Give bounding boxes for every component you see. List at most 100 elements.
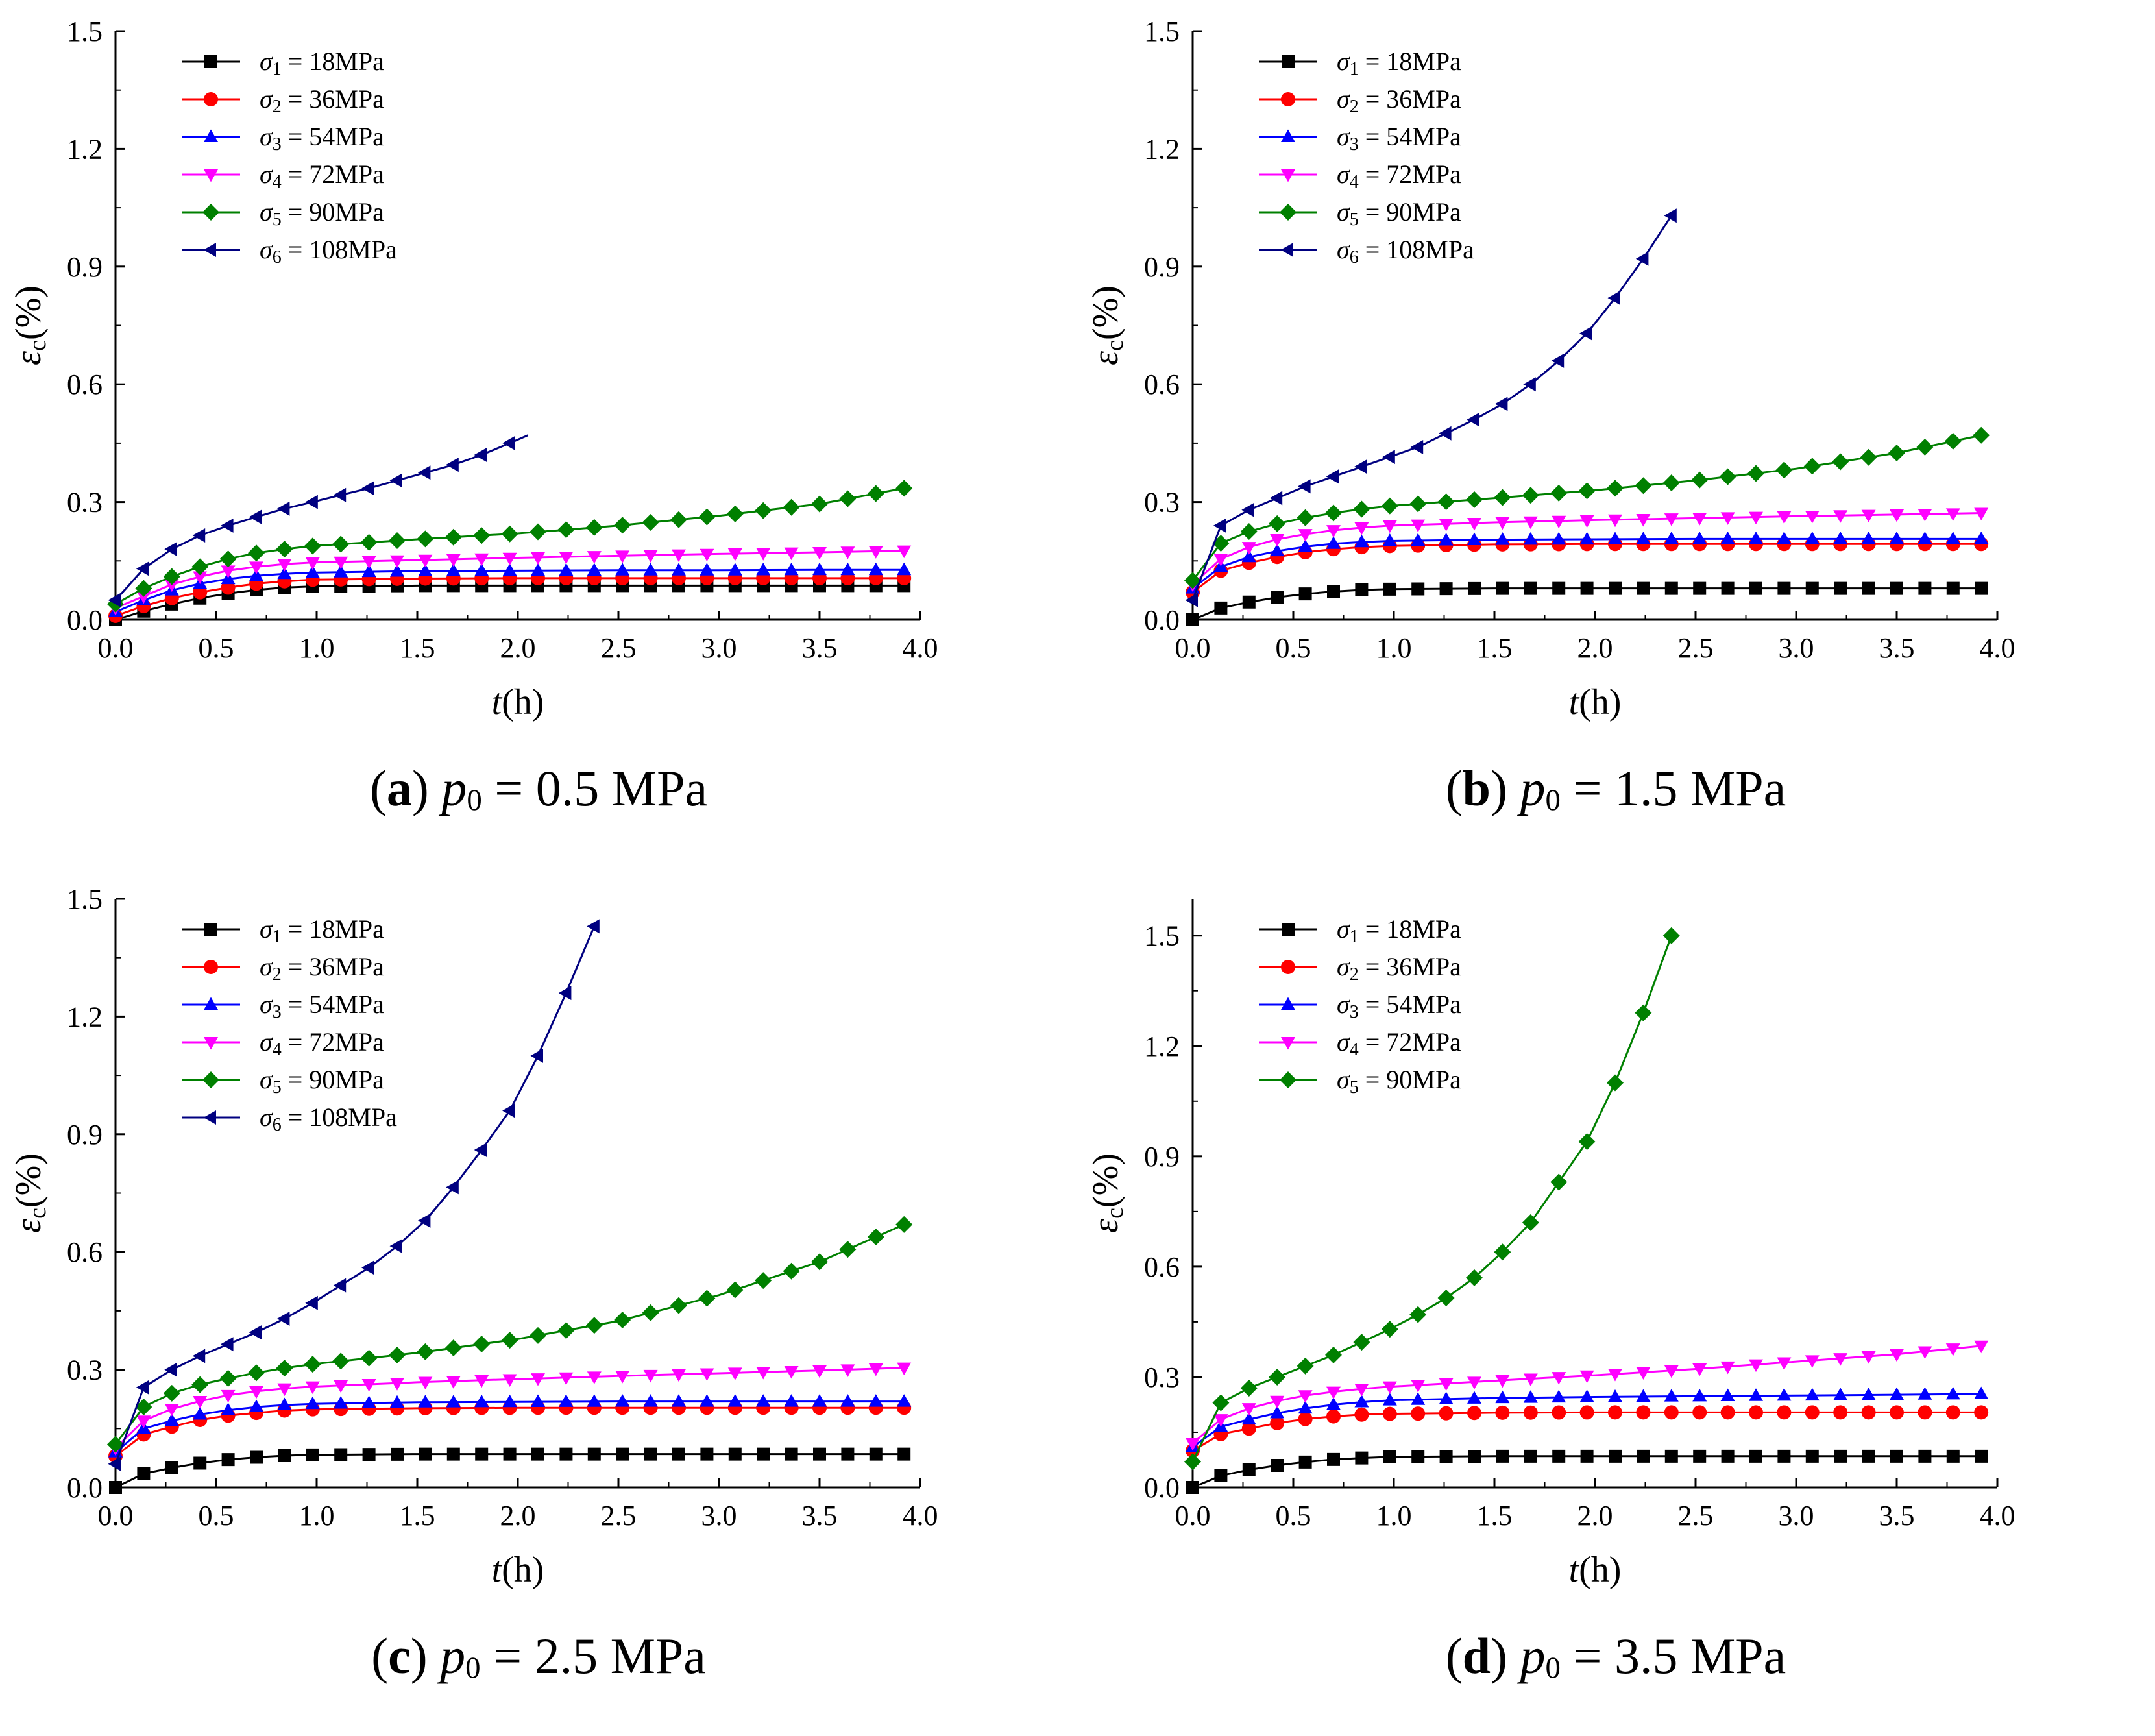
data-point: [1326, 536, 1341, 549]
data-point: [135, 1399, 152, 1416]
y-tick-label: 0.3: [67, 1354, 103, 1386]
y-axis-title: εc(%): [8, 286, 51, 365]
x-tick-label: 2.0: [500, 632, 536, 664]
data-point: [1213, 554, 1228, 567]
data-point: [1522, 487, 1539, 504]
legend-label: σ5 = 90MPa: [260, 197, 384, 230]
y-tick-label: 0.6: [67, 369, 103, 400]
x-axis-title: t(h): [492, 682, 544, 722]
data-point: [1382, 1406, 1397, 1421]
legend-marker: [204, 92, 218, 106]
data-point: [332, 1352, 350, 1370]
series-s3: [1186, 531, 1989, 594]
data-point: [1326, 1386, 1341, 1400]
data-point: [1409, 495, 1427, 513]
data-point: [193, 1395, 208, 1409]
data-point: [698, 1290, 716, 1307]
panel-a: 0.0 0.5 1.0 1.5 2.0 2.5 3.0 3.5 4.0 0.0 0.3 0.6 0.9 1…: [0, 0, 1077, 868]
data-point: [1269, 515, 1286, 532]
data-point: [276, 1360, 293, 1377]
data-point: [417, 1213, 431, 1228]
data-point: [334, 1380, 348, 1393]
data-point: [1353, 500, 1370, 518]
data-point: [1636, 1389, 1651, 1402]
data-point: [700, 1368, 714, 1382]
data-point: [1974, 1340, 1989, 1354]
data-point: [813, 1447, 826, 1461]
y-tick-label: 0.3: [1144, 1362, 1180, 1393]
data-point: [1524, 1449, 1537, 1463]
series-s3: [108, 562, 912, 617]
data-point: [587, 919, 600, 934]
data-point: [360, 1349, 378, 1367]
data-point: [1946, 1449, 1960, 1463]
data-point: [136, 1415, 151, 1428]
legend-label: σ4 = 72MPa: [260, 1027, 384, 1060]
data-point: [1552, 1405, 1566, 1420]
data-point: [672, 549, 686, 563]
data-point: [1664, 532, 1679, 544]
series-line: [114, 925, 596, 1465]
data-point: [839, 1241, 857, 1258]
data-point: [867, 1229, 884, 1246]
data-point: [867, 485, 884, 502]
data-point: [1494, 397, 1508, 411]
data-point: [1636, 532, 1651, 544]
data-point: [755, 1272, 772, 1290]
chart-a: 0.0 0.5 1.0 1.5 2.0 2.5 3.0 3.5 4.0 0.0 0.3 0.6 0.9 1…: [8, 16, 938, 722]
data-point: [305, 557, 320, 570]
data-point: [1552, 1372, 1566, 1385]
data-point: [1270, 543, 1285, 557]
data-point: [1720, 1388, 1735, 1402]
legend-label: σ6 = 108MPa: [260, 1103, 397, 1135]
data-point: [615, 563, 630, 576]
data-point: [418, 1376, 433, 1390]
data-point: [784, 1394, 799, 1407]
data-point: [1298, 587, 1312, 601]
data-point: [1637, 581, 1650, 595]
data-point: [361, 481, 374, 496]
data-point: [1946, 581, 1960, 595]
x-tick-label: 1.0: [299, 632, 335, 664]
data-point: [249, 561, 263, 574]
data-point: [1973, 426, 1990, 444]
data-point: [1494, 1243, 1511, 1261]
data-point: [1692, 1363, 1707, 1376]
data-point: [727, 563, 742, 576]
y-tick-label: 0.0: [1144, 604, 1180, 636]
data-point: [1186, 1437, 1200, 1451]
legend-marker: [1281, 169, 1295, 182]
legend-marker: [204, 129, 218, 142]
data-point: [1608, 532, 1622, 544]
data-point: [389, 473, 402, 488]
data-point: [1269, 491, 1283, 506]
data-point: [109, 1481, 122, 1494]
data-point: [587, 563, 602, 576]
data-point: [840, 1394, 855, 1407]
data-point: [1664, 1389, 1679, 1402]
data-point: [1579, 515, 1594, 528]
data-point: [1945, 1343, 1960, 1356]
legend-marker: [204, 169, 218, 182]
series-s4: [108, 545, 912, 616]
data-point: [869, 1447, 883, 1461]
data-point: [756, 1394, 771, 1407]
data-point: [360, 533, 378, 551]
legend-label: σ1 = 18MPa: [1337, 47, 1461, 79]
data-point: [446, 554, 461, 567]
data-point: [474, 448, 487, 463]
panel-d: 0.0 0.5 1.0 1.5 2.0 2.5 3.0 3.5 4.0 0.0 0.3 0.6 0.9 1…: [1077, 868, 2154, 1735]
data-point: [1298, 1455, 1312, 1469]
data-point: [502, 1103, 515, 1118]
data-point: [1945, 508, 1960, 521]
x-tick-label: 0.5: [1276, 1500, 1311, 1532]
data-point: [756, 1367, 771, 1380]
data-point: [389, 532, 406, 550]
legend-label: σ1 = 18MPa: [260, 914, 384, 947]
data-point: [614, 517, 631, 534]
y-tick-label: 0.3: [67, 487, 103, 519]
data-point: [1186, 613, 1199, 626]
data-point: [1693, 1449, 1707, 1463]
data-point: [361, 1260, 374, 1275]
data-point: [1720, 1405, 1735, 1420]
